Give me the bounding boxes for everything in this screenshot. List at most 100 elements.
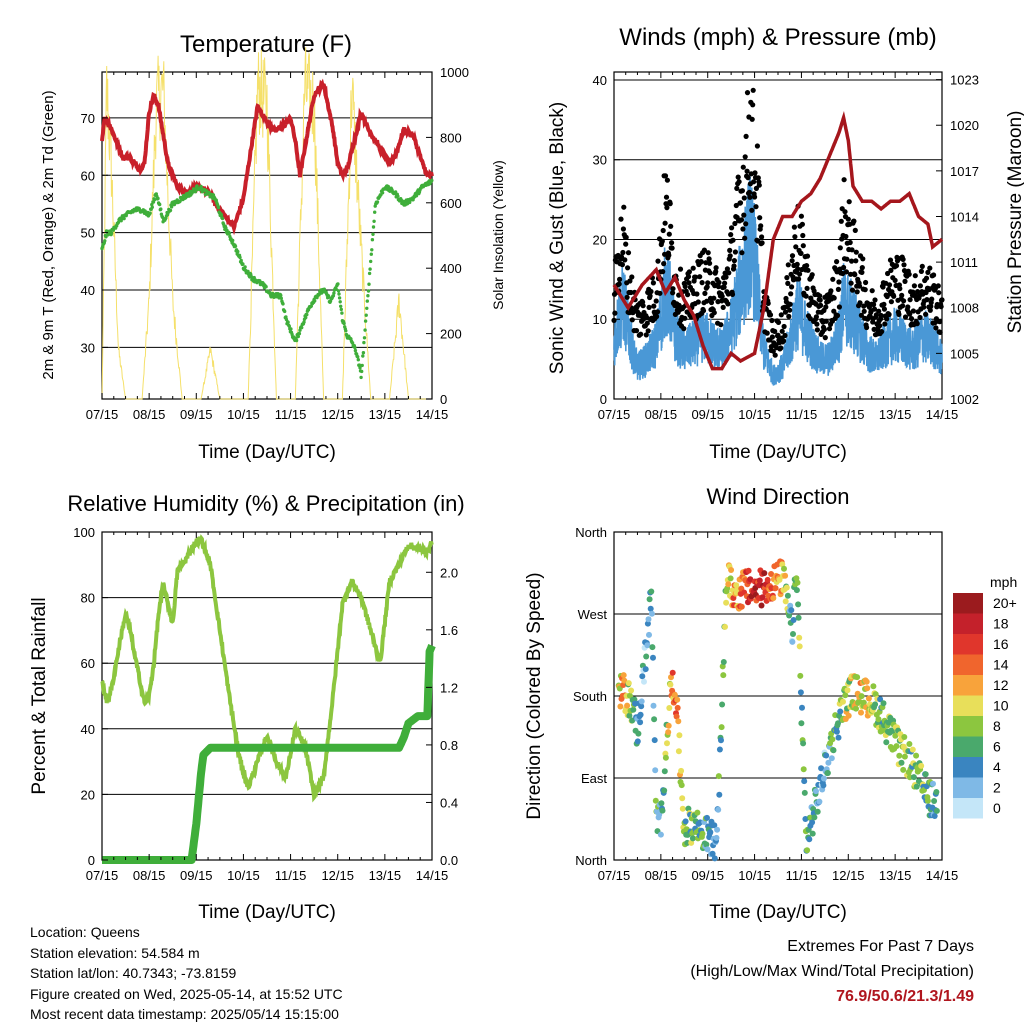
gust-point <box>844 256 850 262</box>
wind-direction-title: Wind Direction <box>706 484 849 509</box>
gust-point <box>624 294 630 300</box>
gust-point <box>741 195 747 201</box>
gust-point <box>897 286 903 292</box>
gust-point <box>677 266 684 272</box>
gust-point <box>739 188 746 194</box>
gust-point <box>939 297 945 303</box>
direction-point <box>786 612 793 619</box>
direction-point <box>811 814 818 821</box>
y-tick-label: 60 <box>81 168 95 183</box>
gust-point <box>732 220 738 227</box>
gust-point <box>891 293 897 299</box>
y-right-tick-label: 0.4 <box>440 795 458 810</box>
x-tick-label: 12/15 <box>832 407 865 422</box>
gust-point <box>804 263 810 269</box>
direction-point <box>679 795 686 802</box>
gust-point <box>647 293 653 299</box>
direction-point <box>662 754 669 761</box>
gust-point <box>694 291 700 297</box>
gust-point <box>725 301 731 307</box>
legend-swatch <box>953 675 983 696</box>
dewpoint-point <box>287 324 291 328</box>
gust-point <box>727 253 733 259</box>
gust-point <box>796 276 802 282</box>
y-tick-label: North <box>575 525 607 540</box>
direction-y-axis-label: Direction (Colored By Speed) <box>524 572 545 819</box>
gust-point <box>900 256 906 262</box>
direction-point <box>668 674 674 681</box>
gust-point <box>747 194 753 200</box>
dewpoint-point <box>362 336 367 340</box>
direction-point <box>788 607 795 614</box>
y-right-tick-label: 0 <box>440 392 447 407</box>
x-tick-label: 14/15 <box>926 407 959 422</box>
dewpoint-point <box>356 355 360 359</box>
gust-point <box>754 143 761 149</box>
dewpoint-point <box>304 315 308 320</box>
direction-point <box>714 826 721 833</box>
gust-point <box>779 328 785 334</box>
direction-point <box>924 797 931 804</box>
station-latlon: Station lat/lon: 40.7343; -73.8159 <box>30 965 237 981</box>
gust-point <box>823 318 829 324</box>
legend-swatch <box>953 634 983 655</box>
x-tick-label: 10/15 <box>738 868 771 883</box>
direction-point <box>704 814 710 821</box>
gust-point <box>846 199 852 205</box>
direction-point <box>853 705 859 712</box>
gust-point <box>818 302 824 308</box>
gust-point <box>729 291 736 297</box>
gust-point <box>722 280 728 286</box>
gust-point <box>750 102 756 108</box>
gust-point <box>911 283 918 289</box>
dewpoint-point <box>353 348 358 353</box>
gust-point <box>841 177 847 183</box>
gust-point <box>749 116 755 122</box>
gust-point <box>670 286 676 292</box>
gust-point <box>662 220 668 226</box>
direction-point <box>719 701 726 708</box>
direction-point <box>818 765 825 772</box>
direction-point <box>649 644 656 651</box>
direction-point <box>872 701 879 708</box>
gust-point <box>755 175 761 181</box>
gust-point <box>814 327 821 333</box>
direction-point <box>661 768 668 775</box>
humidity-x-axis-label: Time (Day/UTC) <box>198 902 336 923</box>
gust-point <box>836 279 842 285</box>
gust-point <box>729 225 735 231</box>
gust-point <box>908 316 915 322</box>
gust-point <box>645 328 651 334</box>
gust-point <box>730 237 736 243</box>
gust-point <box>781 323 787 330</box>
direction-point <box>877 696 884 703</box>
gust-point <box>727 247 733 253</box>
direction-point <box>648 610 655 617</box>
legend-label: 12 <box>993 677 1009 693</box>
gust-point <box>666 252 672 258</box>
direction-point <box>713 834 720 841</box>
extremes-box: Extremes For Past 7 Days (High/Low/Max W… <box>690 934 974 1009</box>
gust-point <box>620 226 627 232</box>
direction-x-axis-label: Time (Day/UTC) <box>709 902 847 923</box>
dewpoint-point <box>150 205 154 209</box>
wind-y-axis-label: Sonic Wind & Gust (Blue, Black) <box>547 102 568 374</box>
y-right-tick-label: 400 <box>440 261 462 276</box>
gust-point <box>789 258 795 264</box>
legend-swatch <box>953 695 983 716</box>
gust-point <box>731 263 737 269</box>
direction-point <box>854 674 861 681</box>
gust-point <box>928 303 934 309</box>
dewpoint-point <box>414 194 419 198</box>
dewpoint-point <box>372 219 376 223</box>
direction-point <box>758 602 765 609</box>
direction-point <box>784 592 791 599</box>
gust-point <box>893 263 900 269</box>
gust-point <box>918 268 925 274</box>
dewpoint-point <box>279 296 283 300</box>
dewpoint-point <box>296 334 300 339</box>
dewpoint-point <box>359 375 363 380</box>
gust-point <box>933 325 939 331</box>
gust-point <box>752 194 758 200</box>
direction-point <box>664 740 670 747</box>
